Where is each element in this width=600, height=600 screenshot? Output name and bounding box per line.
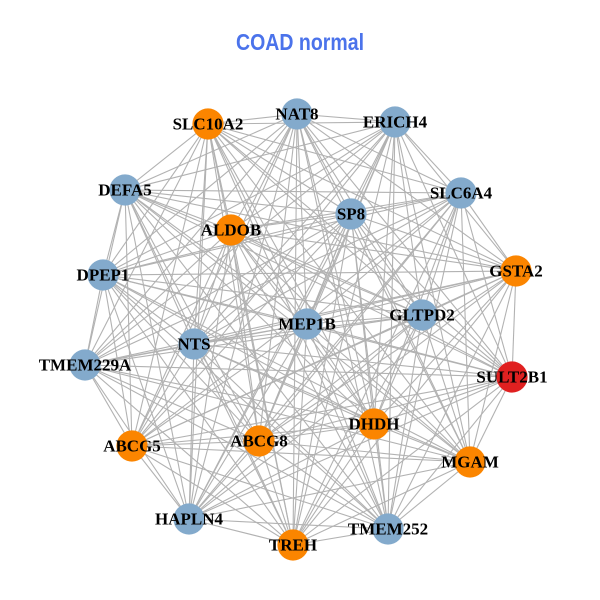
svg-text:TREH: TREH bbox=[269, 536, 317, 555]
svg-text:NTS: NTS bbox=[177, 335, 210, 354]
svg-text:COAD normal: COAD normal bbox=[236, 29, 364, 55]
svg-text:MGAM: MGAM bbox=[441, 453, 499, 472]
svg-text:SP8: SP8 bbox=[337, 205, 365, 224]
svg-text:HAPLN4: HAPLN4 bbox=[155, 510, 224, 529]
svg-text:DHDH: DHDH bbox=[349, 415, 400, 434]
svg-text:SLC10A2: SLC10A2 bbox=[173, 115, 244, 134]
svg-text:ABCG8: ABCG8 bbox=[230, 432, 288, 451]
svg-text:DPEP1: DPEP1 bbox=[77, 266, 130, 285]
svg-text:DEFA5: DEFA5 bbox=[98, 181, 152, 200]
svg-text:ALDOB: ALDOB bbox=[201, 221, 261, 240]
svg-text:MEP1B: MEP1B bbox=[278, 315, 336, 334]
svg-text:GSTA2: GSTA2 bbox=[489, 262, 543, 281]
svg-text:NAT8: NAT8 bbox=[275, 105, 318, 124]
svg-text:SULT2B1: SULT2B1 bbox=[476, 368, 547, 387]
svg-text:ABCG5: ABCG5 bbox=[103, 437, 161, 456]
svg-text:SLC6A4: SLC6A4 bbox=[430, 184, 493, 203]
svg-text:TMEM252: TMEM252 bbox=[348, 520, 428, 539]
svg-text:TMEM229A: TMEM229A bbox=[39, 356, 132, 375]
svg-text:ERICH4: ERICH4 bbox=[363, 113, 428, 132]
svg-text:GLTPD2: GLTPD2 bbox=[389, 306, 455, 325]
